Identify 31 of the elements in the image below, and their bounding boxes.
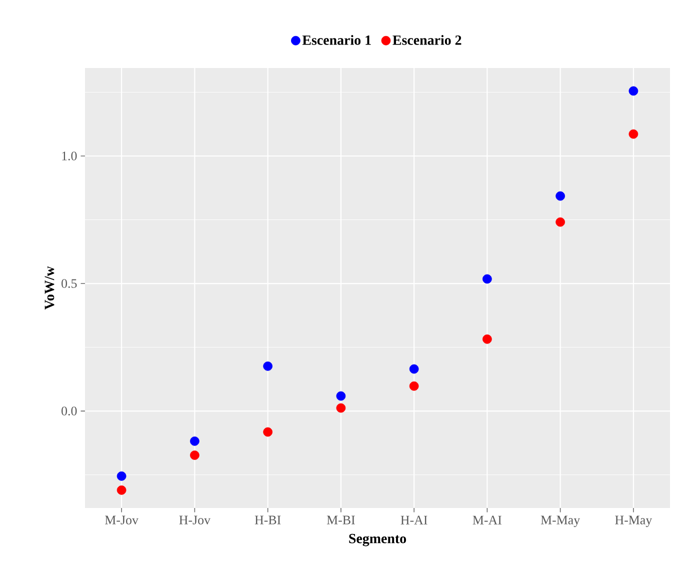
point <box>263 427 272 437</box>
point <box>409 364 419 374</box>
point <box>336 403 346 413</box>
x-tick-label: M-AI <box>472 516 502 524</box>
y-tick-label: 0.0 <box>62 406 77 416</box>
y-tick-label: 1.0 <box>62 152 77 160</box>
point <box>482 274 492 284</box>
point <box>556 217 565 227</box>
point <box>336 391 346 401</box>
y-axis-title: VoW/w <box>44 266 54 310</box>
x-tick-label: M-May <box>540 516 580 528</box>
point <box>116 471 126 481</box>
legend-label: Escenario 2 <box>392 35 462 45</box>
x-axis-title: Segmento <box>349 534 406 546</box>
point <box>556 191 565 201</box>
x-tick-label: M-BI <box>326 516 355 524</box>
x-tick-label: H-May <box>615 516 652 528</box>
x-tick-label: H-AI <box>400 516 428 524</box>
point <box>190 450 200 460</box>
point <box>409 381 419 391</box>
point <box>190 436 200 446</box>
point <box>263 361 272 371</box>
x-tick-label: M-Jov <box>105 516 138 524</box>
point <box>116 485 126 495</box>
point <box>482 334 492 344</box>
point <box>628 129 638 139</box>
x-tick-label: H-Jov <box>179 516 211 524</box>
y-tick-label: 0.5 <box>62 279 77 288</box>
point <box>628 86 638 96</box>
x-tick-label: H-BI <box>254 516 281 524</box>
legend-label: Escenario 1 <box>302 35 371 45</box>
